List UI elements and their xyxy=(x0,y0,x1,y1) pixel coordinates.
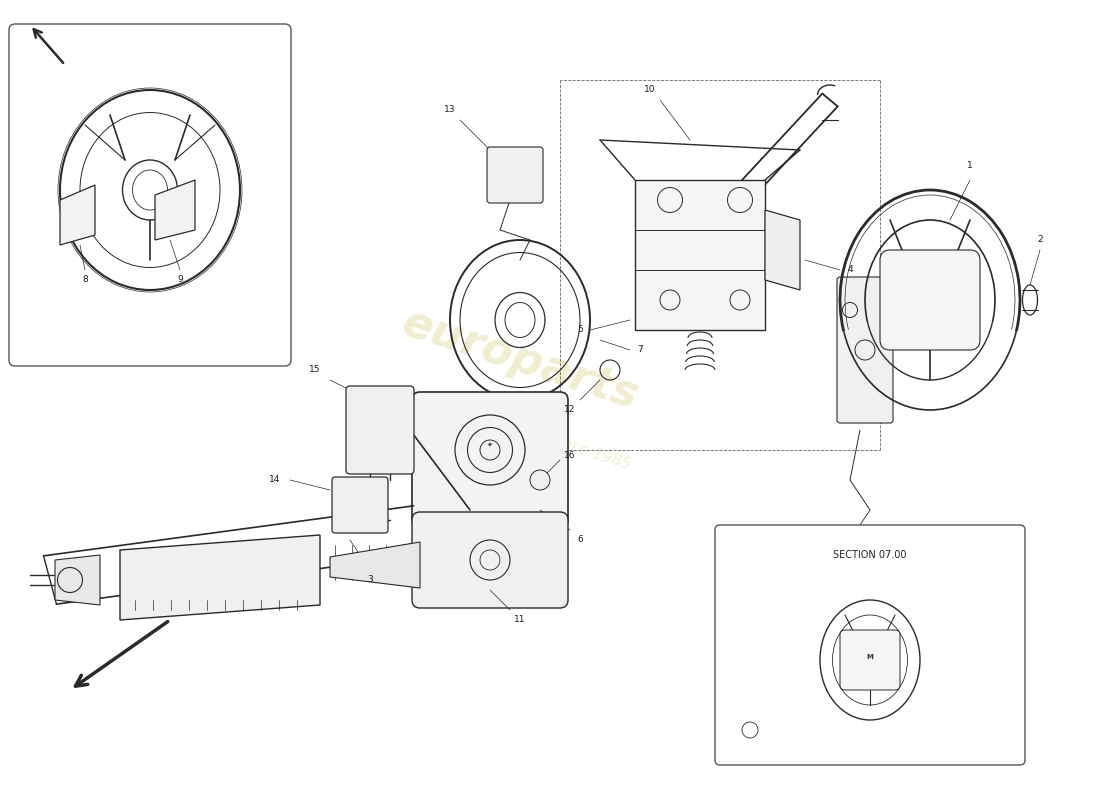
Text: 13: 13 xyxy=(444,106,455,114)
Text: 1: 1 xyxy=(967,161,972,170)
Circle shape xyxy=(530,470,550,490)
Text: 6: 6 xyxy=(578,535,583,545)
Text: 12: 12 xyxy=(564,406,575,414)
FancyBboxPatch shape xyxy=(487,147,543,203)
Text: 14: 14 xyxy=(270,475,280,485)
Text: 8: 8 xyxy=(82,275,88,285)
Text: 16: 16 xyxy=(564,450,575,459)
Text: 15: 15 xyxy=(309,366,321,374)
Circle shape xyxy=(742,722,758,738)
FancyBboxPatch shape xyxy=(837,277,893,423)
Text: M: M xyxy=(867,654,873,660)
Text: ✦: ✦ xyxy=(487,442,493,448)
Text: 4: 4 xyxy=(847,266,852,274)
Text: SECTION 07.00: SECTION 07.00 xyxy=(834,550,906,560)
Text: 2: 2 xyxy=(1037,235,1043,245)
FancyBboxPatch shape xyxy=(412,392,568,528)
Text: 11: 11 xyxy=(515,615,526,625)
FancyBboxPatch shape xyxy=(840,630,900,690)
Polygon shape xyxy=(55,555,100,605)
Text: europarts: europarts xyxy=(396,302,644,418)
Polygon shape xyxy=(120,535,320,620)
Polygon shape xyxy=(764,210,800,290)
FancyBboxPatch shape xyxy=(880,250,980,350)
Polygon shape xyxy=(330,542,420,588)
Text: a passion for parts since 1985: a passion for parts since 1985 xyxy=(408,387,632,473)
Text: 5: 5 xyxy=(578,326,583,334)
Text: 10: 10 xyxy=(645,86,656,94)
FancyBboxPatch shape xyxy=(9,24,292,366)
FancyBboxPatch shape xyxy=(346,386,414,474)
FancyBboxPatch shape xyxy=(412,512,568,608)
Polygon shape xyxy=(60,185,95,245)
Text: 7: 7 xyxy=(637,346,642,354)
Text: 3: 3 xyxy=(367,575,373,585)
Polygon shape xyxy=(155,180,195,240)
FancyBboxPatch shape xyxy=(635,180,764,330)
FancyBboxPatch shape xyxy=(715,525,1025,765)
FancyBboxPatch shape xyxy=(332,477,388,533)
Text: 9: 9 xyxy=(177,275,183,285)
